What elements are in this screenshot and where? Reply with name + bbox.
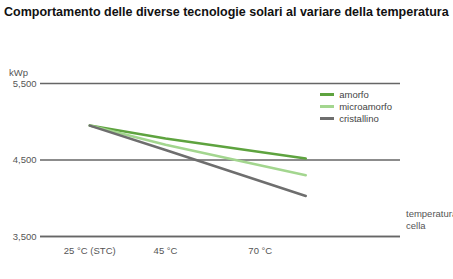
html-text:cristallino: cristallino [339, 112, 379, 124]
svg-text:3,500: 3,500 [13, 231, 37, 242]
svg-text:kWp: kWp [9, 67, 28, 78]
svg-text:5,500: 5,500 [13, 78, 37, 89]
svg-text:25 °C (STC): 25 °C (STC) [64, 245, 116, 256]
html-text:Comportamento delle diverse te: Comportamento delle diverse tecnologie s… [4, 5, 449, 19]
svg-text:4,500: 4,500 [13, 154, 37, 165]
html-text:microamorfo: microamorfo [339, 100, 392, 112]
html-text:amorfo: amorfo [339, 88, 369, 100]
svg-text:70 °C: 70 °C [248, 245, 272, 256]
svg-text:45 °C: 45 °C [154, 245, 178, 256]
